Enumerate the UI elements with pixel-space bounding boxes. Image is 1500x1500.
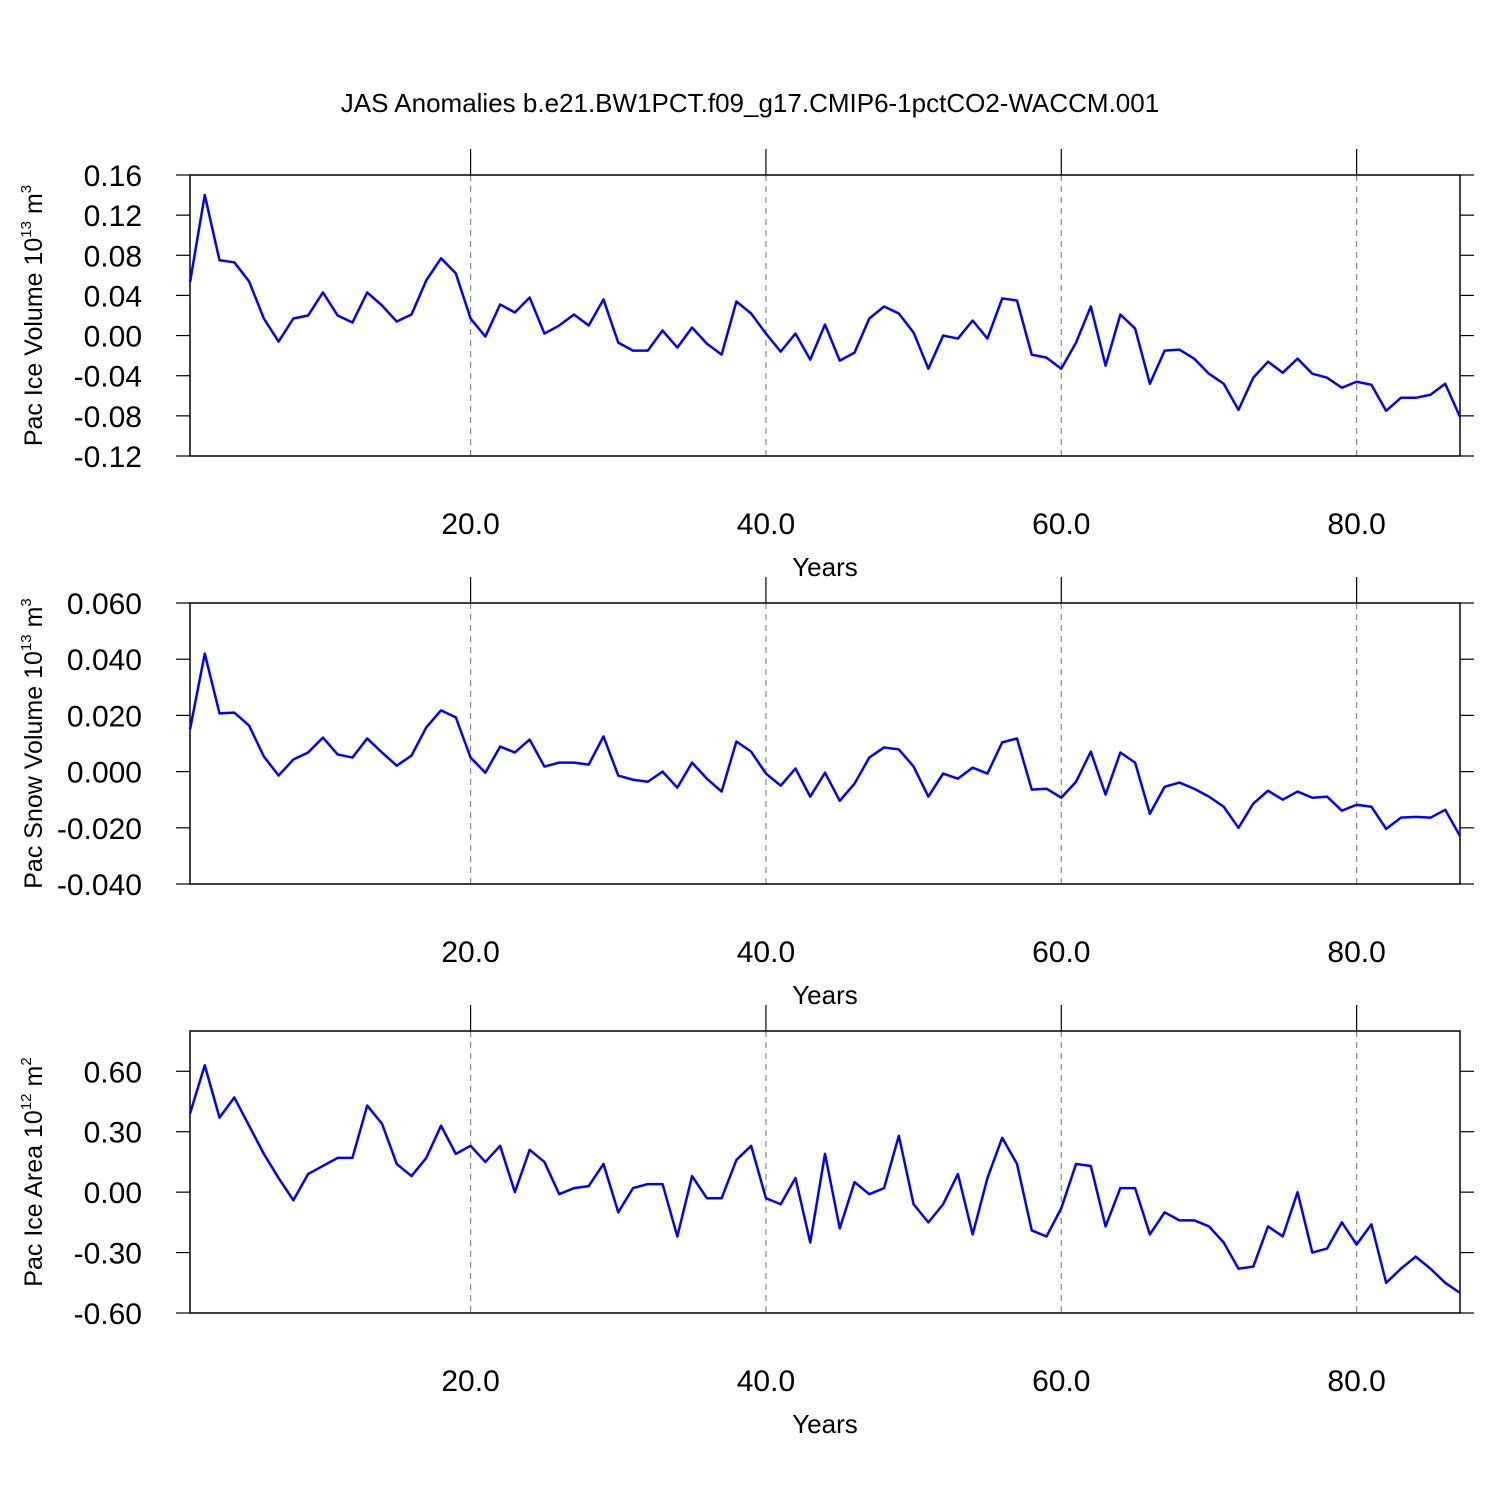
y-tick-label: -0.30 [74, 1238, 142, 1271]
y-axis-label-unit-exponent: 3 [18, 598, 35, 606]
y-tick-label: -0.040 [57, 869, 142, 902]
plot-frame [189, 602, 1461, 885]
x-tick-label: 20.0 [441, 936, 499, 969]
x-tick-label: 60.0 [1032, 1365, 1090, 1398]
x-tick-label: 40.0 [737, 936, 795, 969]
y-tick-label: -0.04 [74, 361, 142, 394]
y-axis-label: Pac Ice Area 1012 m2 [18, 1057, 48, 1286]
y-axis-label-text: Pac Ice Area 10 [20, 1110, 48, 1287]
x-tick-label: 40.0 [737, 1365, 795, 1398]
y-tick-label: 0.040 [67, 644, 142, 677]
y-axis-label: Pac Snow Volume 1013 m3 [18, 598, 48, 889]
x-tick-label: 40.0 [737, 508, 795, 541]
y-tick-label: 0.060 [67, 588, 142, 621]
y-tick-label: 0.00 [84, 1177, 142, 1210]
x-tick-label: 60.0 [1032, 508, 1090, 541]
y-tick-label: -0.60 [74, 1298, 142, 1331]
plot-frame [189, 1030, 1461, 1314]
y-tick-label: 0.12 [84, 200, 142, 233]
y-tick-label: -0.12 [74, 441, 142, 474]
y-axis-label-exponent: 13 [18, 221, 35, 238]
data-line [188, 1063, 1461, 1294]
x-tick-label: 80.0 [1327, 1365, 1385, 1398]
y-tick-label: 0.04 [84, 280, 142, 313]
y-tick-label: -0.08 [74, 401, 142, 434]
y-tick-label: 0.08 [84, 240, 142, 273]
y-axis-label-unit-exponent: 3 [18, 185, 35, 193]
x-tick-label: 20.0 [441, 1365, 499, 1398]
x-axis-label: Years [792, 552, 858, 582]
x-axis-label: Years [792, 980, 858, 1010]
x-axis-label: Years [792, 1409, 858, 1439]
y-tick-label: 0.16 [84, 160, 142, 193]
y-axis-label-exponent: 13 [18, 634, 35, 651]
y-axis-label-text: Pac Ice Volume 10 [20, 238, 48, 446]
x-tick-label: 80.0 [1327, 936, 1385, 969]
data-line [188, 652, 1462, 837]
y-tick-label: 0.000 [67, 757, 142, 790]
y-tick-label: 0.60 [84, 1056, 142, 1089]
y-axis-label: Pac Ice Volume 1013 m3 [18, 185, 48, 446]
y-axis-label-unit: m [20, 607, 48, 628]
y-axis-label-unit: m [20, 1066, 48, 1087]
plot-frame [189, 174, 1461, 457]
y-axis-label-text: Pac Snow Volume 10 [20, 651, 48, 889]
data-line [188, 193, 1462, 418]
x-tick-label: 80.0 [1327, 508, 1385, 541]
y-axis-label-unit: m [20, 193, 48, 214]
x-tick-label: 20.0 [441, 508, 499, 541]
y-tick-label: 0.00 [84, 321, 142, 354]
y-axis-label-unit-exponent: 2 [18, 1057, 35, 1065]
x-tick-label: 60.0 [1032, 936, 1090, 969]
y-axis-label-exponent: 12 [18, 1093, 35, 1110]
figure-title: JAS Anomalies b.e21.BW1PCT.f09_g17.CMIP6… [341, 88, 1159, 118]
y-tick-label: -0.020 [57, 813, 142, 846]
y-tick-label: 0.020 [67, 700, 142, 733]
y-tick-label: 0.30 [84, 1117, 142, 1150]
